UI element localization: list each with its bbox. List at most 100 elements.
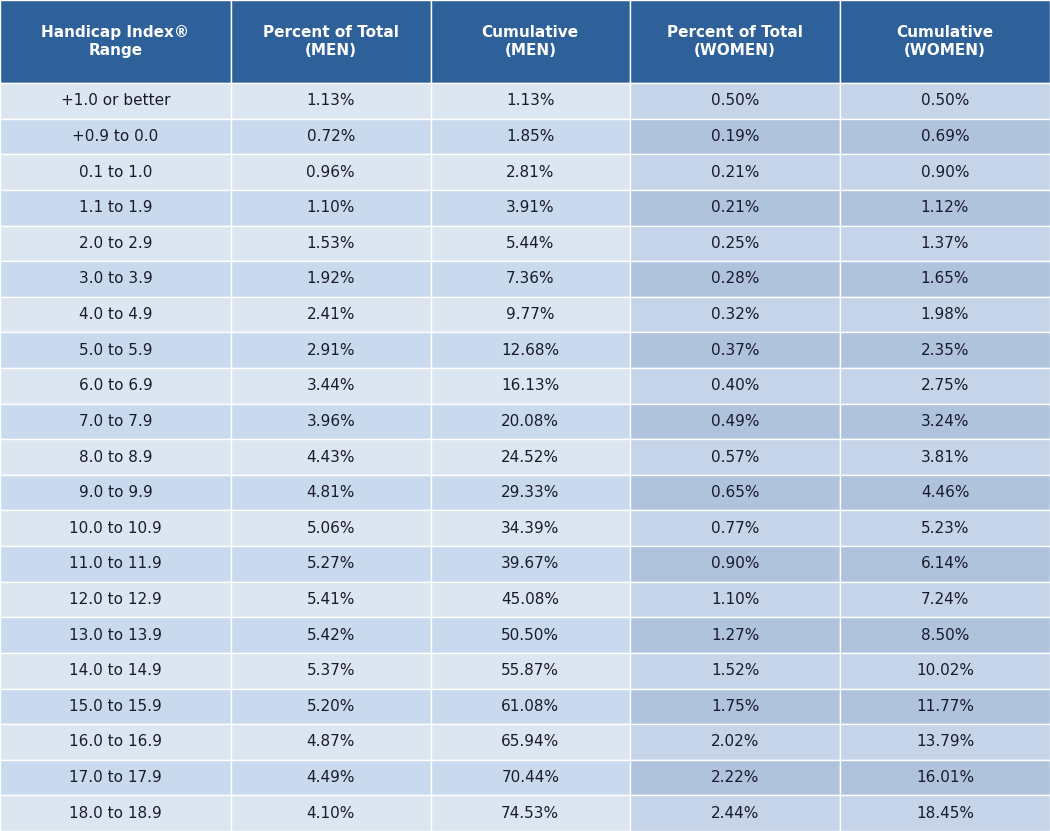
Text: 1.85%: 1.85% xyxy=(506,129,554,144)
FancyBboxPatch shape xyxy=(231,155,430,190)
FancyBboxPatch shape xyxy=(0,582,231,617)
Text: 0.96%: 0.96% xyxy=(307,165,355,179)
Text: 29.33%: 29.33% xyxy=(501,485,560,500)
FancyBboxPatch shape xyxy=(231,332,430,368)
FancyBboxPatch shape xyxy=(231,368,430,404)
FancyBboxPatch shape xyxy=(0,368,231,404)
Text: 3.81%: 3.81% xyxy=(921,450,969,465)
Text: 0.72%: 0.72% xyxy=(307,129,355,144)
Text: 5.20%: 5.20% xyxy=(307,699,355,714)
Text: 16.0 to 16.9: 16.0 to 16.9 xyxy=(69,735,162,750)
Text: 0.19%: 0.19% xyxy=(711,129,759,144)
Text: 0.1 to 1.0: 0.1 to 1.0 xyxy=(79,165,152,179)
Text: 18.0 to 18.9: 18.0 to 18.9 xyxy=(69,806,162,821)
FancyBboxPatch shape xyxy=(630,440,840,475)
FancyBboxPatch shape xyxy=(630,546,840,582)
FancyBboxPatch shape xyxy=(0,653,231,689)
Text: 2.0 to 2.9: 2.0 to 2.9 xyxy=(79,236,152,251)
FancyBboxPatch shape xyxy=(840,190,1050,225)
FancyBboxPatch shape xyxy=(430,368,630,404)
FancyBboxPatch shape xyxy=(231,190,430,225)
Text: Cumulative
(MEN): Cumulative (MEN) xyxy=(482,26,579,57)
FancyBboxPatch shape xyxy=(840,261,1050,297)
FancyBboxPatch shape xyxy=(840,475,1050,510)
FancyBboxPatch shape xyxy=(630,582,840,617)
Text: 11.77%: 11.77% xyxy=(916,699,974,714)
FancyBboxPatch shape xyxy=(630,332,840,368)
FancyBboxPatch shape xyxy=(430,0,630,83)
FancyBboxPatch shape xyxy=(231,724,430,760)
Text: 1.12%: 1.12% xyxy=(921,200,969,215)
FancyBboxPatch shape xyxy=(630,155,840,190)
Text: 15.0 to 15.9: 15.0 to 15.9 xyxy=(69,699,162,714)
FancyBboxPatch shape xyxy=(630,724,840,760)
FancyBboxPatch shape xyxy=(0,190,231,225)
FancyBboxPatch shape xyxy=(840,724,1050,760)
Text: 1.52%: 1.52% xyxy=(711,663,759,678)
Text: 0.90%: 0.90% xyxy=(711,557,759,572)
FancyBboxPatch shape xyxy=(0,404,231,440)
Text: 1.53%: 1.53% xyxy=(307,236,355,251)
FancyBboxPatch shape xyxy=(430,475,630,510)
FancyBboxPatch shape xyxy=(0,155,231,190)
FancyBboxPatch shape xyxy=(630,261,840,297)
FancyBboxPatch shape xyxy=(840,546,1050,582)
Text: 0.69%: 0.69% xyxy=(921,129,969,144)
FancyBboxPatch shape xyxy=(840,653,1050,689)
Text: 3.24%: 3.24% xyxy=(921,414,969,429)
Text: 0.37%: 0.37% xyxy=(711,342,759,357)
FancyBboxPatch shape xyxy=(231,297,430,332)
FancyBboxPatch shape xyxy=(231,83,430,119)
Text: 24.52%: 24.52% xyxy=(501,450,560,465)
FancyBboxPatch shape xyxy=(430,440,630,475)
Text: 65.94%: 65.94% xyxy=(501,735,560,750)
Text: 2.81%: 2.81% xyxy=(506,165,554,179)
FancyBboxPatch shape xyxy=(430,510,630,546)
FancyBboxPatch shape xyxy=(0,440,231,475)
FancyBboxPatch shape xyxy=(840,225,1050,261)
Text: +1.0 or better: +1.0 or better xyxy=(61,93,170,108)
Text: 16.01%: 16.01% xyxy=(916,770,974,785)
Text: 5.23%: 5.23% xyxy=(921,521,969,536)
Text: 0.77%: 0.77% xyxy=(711,521,759,536)
Text: Cumulative
(WOMEN): Cumulative (WOMEN) xyxy=(897,26,993,57)
Text: 1.13%: 1.13% xyxy=(307,93,355,108)
FancyBboxPatch shape xyxy=(231,510,430,546)
FancyBboxPatch shape xyxy=(840,119,1050,155)
Text: 74.53%: 74.53% xyxy=(501,806,560,821)
FancyBboxPatch shape xyxy=(0,795,231,831)
FancyBboxPatch shape xyxy=(630,617,840,653)
Text: Percent of Total
(WOMEN): Percent of Total (WOMEN) xyxy=(667,26,803,57)
FancyBboxPatch shape xyxy=(630,190,840,225)
Text: 2.41%: 2.41% xyxy=(307,307,355,322)
Text: 0.21%: 0.21% xyxy=(711,200,759,215)
Text: 6.0 to 6.9: 6.0 to 6.9 xyxy=(79,378,152,393)
Text: 11.0 to 11.9: 11.0 to 11.9 xyxy=(69,557,162,572)
FancyBboxPatch shape xyxy=(0,546,231,582)
FancyBboxPatch shape xyxy=(231,440,430,475)
FancyBboxPatch shape xyxy=(0,0,231,83)
Text: 4.43%: 4.43% xyxy=(307,450,355,465)
Text: 1.75%: 1.75% xyxy=(711,699,759,714)
Text: 0.40%: 0.40% xyxy=(711,378,759,393)
FancyBboxPatch shape xyxy=(0,689,231,724)
FancyBboxPatch shape xyxy=(840,0,1050,83)
FancyBboxPatch shape xyxy=(231,261,430,297)
FancyBboxPatch shape xyxy=(430,190,630,225)
Text: 2.35%: 2.35% xyxy=(921,342,969,357)
FancyBboxPatch shape xyxy=(231,546,430,582)
FancyBboxPatch shape xyxy=(430,724,630,760)
Text: 12.68%: 12.68% xyxy=(501,342,560,357)
Text: 4.0 to 4.9: 4.0 to 4.9 xyxy=(79,307,152,322)
Text: 5.44%: 5.44% xyxy=(506,236,554,251)
Text: 1.13%: 1.13% xyxy=(506,93,554,108)
Text: 17.0 to 17.9: 17.0 to 17.9 xyxy=(69,770,162,785)
Text: 7.0 to 7.9: 7.0 to 7.9 xyxy=(79,414,152,429)
FancyBboxPatch shape xyxy=(231,0,430,83)
FancyBboxPatch shape xyxy=(231,119,430,155)
FancyBboxPatch shape xyxy=(231,582,430,617)
FancyBboxPatch shape xyxy=(0,83,231,119)
FancyBboxPatch shape xyxy=(840,795,1050,831)
Text: 10.0 to 10.9: 10.0 to 10.9 xyxy=(69,521,162,536)
Text: 14.0 to 14.9: 14.0 to 14.9 xyxy=(69,663,162,678)
